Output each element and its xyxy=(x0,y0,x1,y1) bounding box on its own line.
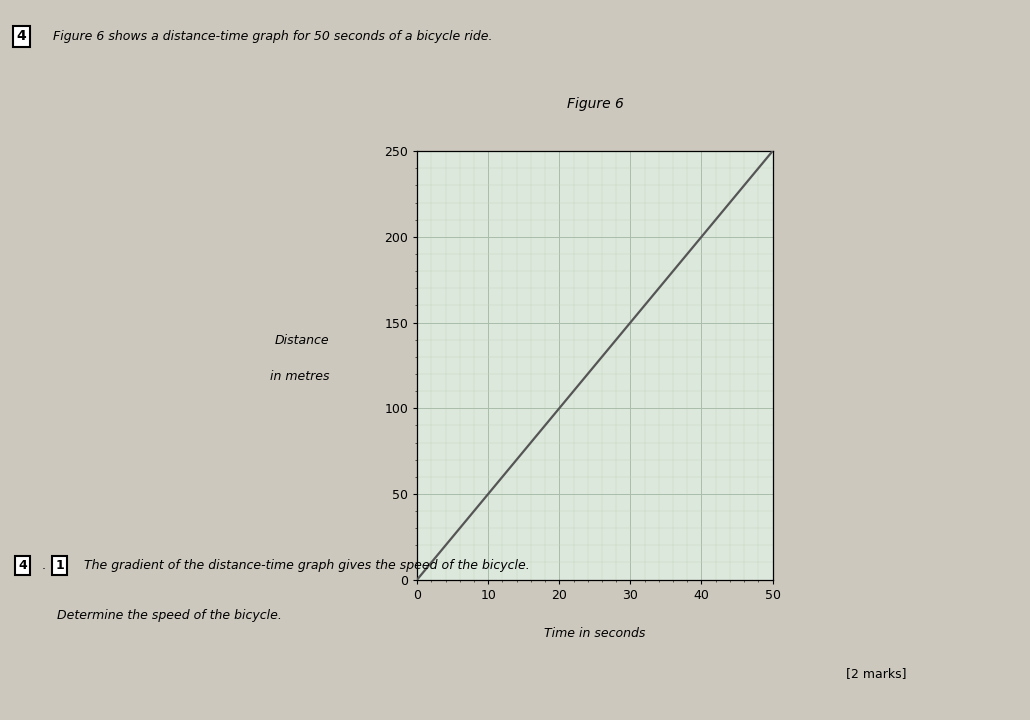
Text: [2 marks]: [2 marks] xyxy=(846,667,906,680)
Text: 4: 4 xyxy=(16,30,26,43)
Text: .: . xyxy=(41,559,45,572)
Text: The gradient of the distance-time graph gives the speed of the bicycle.: The gradient of the distance-time graph … xyxy=(84,559,530,572)
Text: Time in seconds: Time in seconds xyxy=(544,627,646,640)
Text: Distance: Distance xyxy=(275,333,330,347)
Text: Figure 6 shows a distance-time graph for 50 seconds of a bicycle ride.: Figure 6 shows a distance-time graph for… xyxy=(53,30,492,42)
Text: Figure 6: Figure 6 xyxy=(566,97,624,112)
Text: 1: 1 xyxy=(56,559,64,572)
Text: 4: 4 xyxy=(19,559,27,572)
Text: Determine the speed of the bicycle.: Determine the speed of the bicycle. xyxy=(57,609,281,622)
Text: in metres: in metres xyxy=(270,369,330,383)
